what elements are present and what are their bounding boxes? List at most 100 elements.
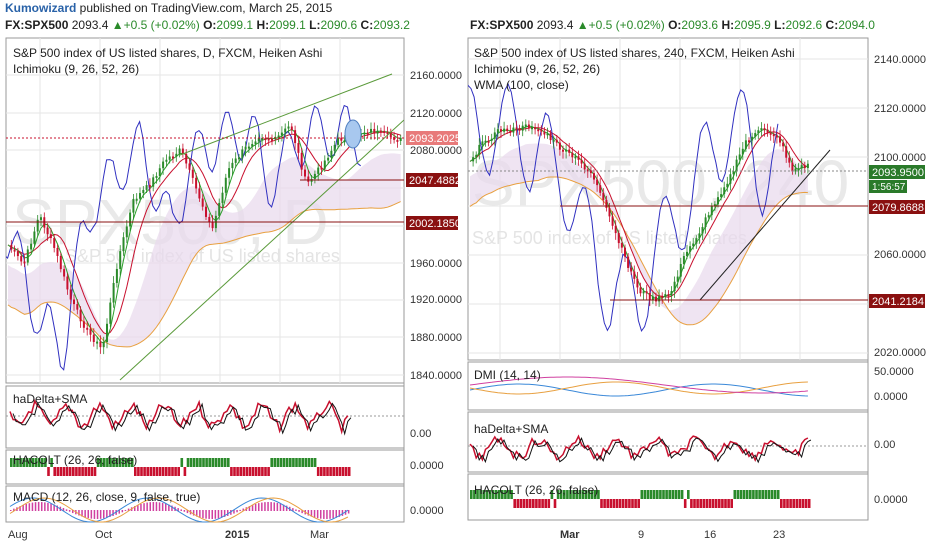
publish-header: Kumowizard published on TradingView.com,… bbox=[0, 0, 932, 16]
hacolt-bar bbox=[323, 467, 326, 476]
macd-hist bbox=[227, 510, 229, 516]
hacolt-bar bbox=[656, 490, 659, 499]
left-macd-panel[interactable]: MACD (12, 26, close, 9, false, true) 0.0… bbox=[5, 485, 444, 523]
hacolt-bar bbox=[727, 499, 730, 508]
left-hadelta-panel[interactable]: haDelta+SMA 0.00 bbox=[5, 385, 431, 449]
left-time-axis: Aug Oct 2015 Mar bbox=[8, 529, 329, 541]
candle-body bbox=[257, 138, 260, 142]
candle-body bbox=[503, 128, 506, 132]
right-symbol[interactable]: FX:SPX500 bbox=[470, 18, 534, 32]
macd-hist bbox=[223, 510, 226, 517]
hacolt-bar bbox=[214, 458, 218, 467]
hacolt-bar bbox=[16, 458, 19, 467]
left-tick-0: 2160.0000 bbox=[410, 70, 462, 82]
hacolt-bar bbox=[276, 458, 280, 467]
macd-hist bbox=[143, 503, 145, 511]
hacolt-bar bbox=[547, 499, 551, 508]
candle-body bbox=[664, 294, 667, 297]
left-hacolt-panel[interactable]: HACOLT (26, 26, false) 0.0000 bbox=[5, 449, 444, 485]
candle-body bbox=[73, 299, 75, 305]
left-macd-title: MACD (12, 26, close, 9, false, true) bbox=[13, 490, 200, 504]
hacolt-bar bbox=[652, 490, 656, 499]
hacolt-bar bbox=[28, 458, 32, 467]
candle-body bbox=[751, 136, 754, 141]
left-last: 2093.4 bbox=[71, 18, 109, 32]
right-indicator-wma[interactable]: WMA (100, close) bbox=[474, 78, 569, 92]
hacolt-bar bbox=[96, 458, 100, 467]
candle-body bbox=[129, 212, 132, 227]
candle-body bbox=[399, 137, 402, 142]
hacolt-bar bbox=[19, 458, 22, 467]
wma-line bbox=[469, 176, 808, 326]
macd-hist bbox=[155, 502, 158, 511]
macd-hist bbox=[19, 506, 21, 511]
macd-hist bbox=[47, 502, 49, 511]
macd-hist bbox=[44, 502, 46, 511]
hacolt-bar bbox=[683, 499, 687, 508]
hacolt-bar bbox=[78, 467, 81, 476]
candle-body bbox=[280, 132, 283, 136]
right-hacolt-panel[interactable]: HACOLT (26, 26, false) 0.0000 bbox=[467, 473, 908, 521]
candle-body bbox=[490, 138, 493, 141]
candle-body bbox=[343, 140, 346, 143]
right-hadelta-panel[interactable]: haDelta+SMA 0.00 bbox=[467, 411, 895, 473]
right-dmi-panel[interactable]: DMI (14, 14) 50.0000 0.0000 bbox=[467, 361, 914, 411]
hacolt-bar bbox=[168, 467, 171, 476]
candle-body bbox=[238, 157, 240, 160]
candle-body bbox=[521, 125, 524, 131]
candle-body bbox=[224, 177, 227, 193]
candle-body bbox=[396, 139, 399, 142]
right-chart-panel[interactable]: SPX500, 240 S&P 500 index of US listed s… bbox=[440, 37, 926, 520]
candle-body bbox=[788, 157, 791, 163]
hacolt-bar bbox=[220, 458, 224, 467]
macd-hist bbox=[93, 510, 96, 519]
macd-hist bbox=[149, 502, 151, 511]
hacolt-bar bbox=[631, 499, 634, 508]
hacolt-bar bbox=[285, 458, 289, 467]
candle-body bbox=[370, 128, 372, 133]
left-chart-panel[interactable]: SPX500, D S&P 500 index of US listed sha… bbox=[0, 37, 462, 520]
left-symbol[interactable]: FX:SPX500 bbox=[5, 18, 69, 32]
candle-body bbox=[53, 238, 56, 248]
macd-hist bbox=[146, 502, 148, 511]
macd-hist bbox=[267, 502, 269, 511]
macd-hist bbox=[196, 510, 198, 517]
hacolt-bar bbox=[745, 490, 749, 499]
trendline-upper bbox=[179, 73, 393, 156]
hacolt-bar bbox=[789, 499, 792, 508]
candle-body bbox=[797, 168, 800, 171]
hacolt-bar bbox=[227, 458, 230, 467]
left-indicator-ichimoku[interactable]: Ichimoku (9, 26, 52, 26) bbox=[13, 62, 139, 76]
candle-body bbox=[46, 227, 49, 235]
candle-body bbox=[651, 296, 654, 300]
hacolt-bar bbox=[581, 490, 585, 499]
candle-body bbox=[386, 132, 389, 135]
hacolt-bar bbox=[693, 499, 696, 508]
left-tick-5: 1880.0000 bbox=[410, 332, 462, 344]
candle-body bbox=[251, 143, 254, 147]
macd-hist bbox=[323, 510, 325, 519]
macd-hist bbox=[84, 510, 86, 518]
hacolt-bar bbox=[261, 467, 264, 476]
candle-body bbox=[748, 140, 750, 143]
right-dmi-title: DMI (14, 14) bbox=[474, 368, 541, 382]
candle-body bbox=[617, 233, 620, 244]
right-indicator-ichimoku[interactable]: Ichimoku (9, 26, 52, 26) bbox=[474, 62, 600, 76]
candle-body bbox=[82, 321, 85, 328]
candle-body bbox=[717, 197, 719, 205]
candle-body bbox=[540, 129, 543, 132]
candle-body bbox=[373, 128, 376, 134]
hacolt-bar bbox=[532, 499, 535, 508]
author-link[interactable]: Kumowizard bbox=[5, 1, 77, 15]
candle-body bbox=[172, 156, 174, 159]
macd-hist bbox=[307, 510, 310, 516]
macd-hist bbox=[134, 506, 136, 511]
candle-body bbox=[205, 206, 207, 217]
hacolt-bar bbox=[180, 458, 184, 467]
hacolt-bar bbox=[662, 490, 665, 499]
right-tick-4: 2020.0000 bbox=[874, 347, 926, 359]
trendline-lower bbox=[119, 119, 404, 381]
macd-hist bbox=[329, 510, 331, 519]
candle-body bbox=[30, 243, 33, 250]
